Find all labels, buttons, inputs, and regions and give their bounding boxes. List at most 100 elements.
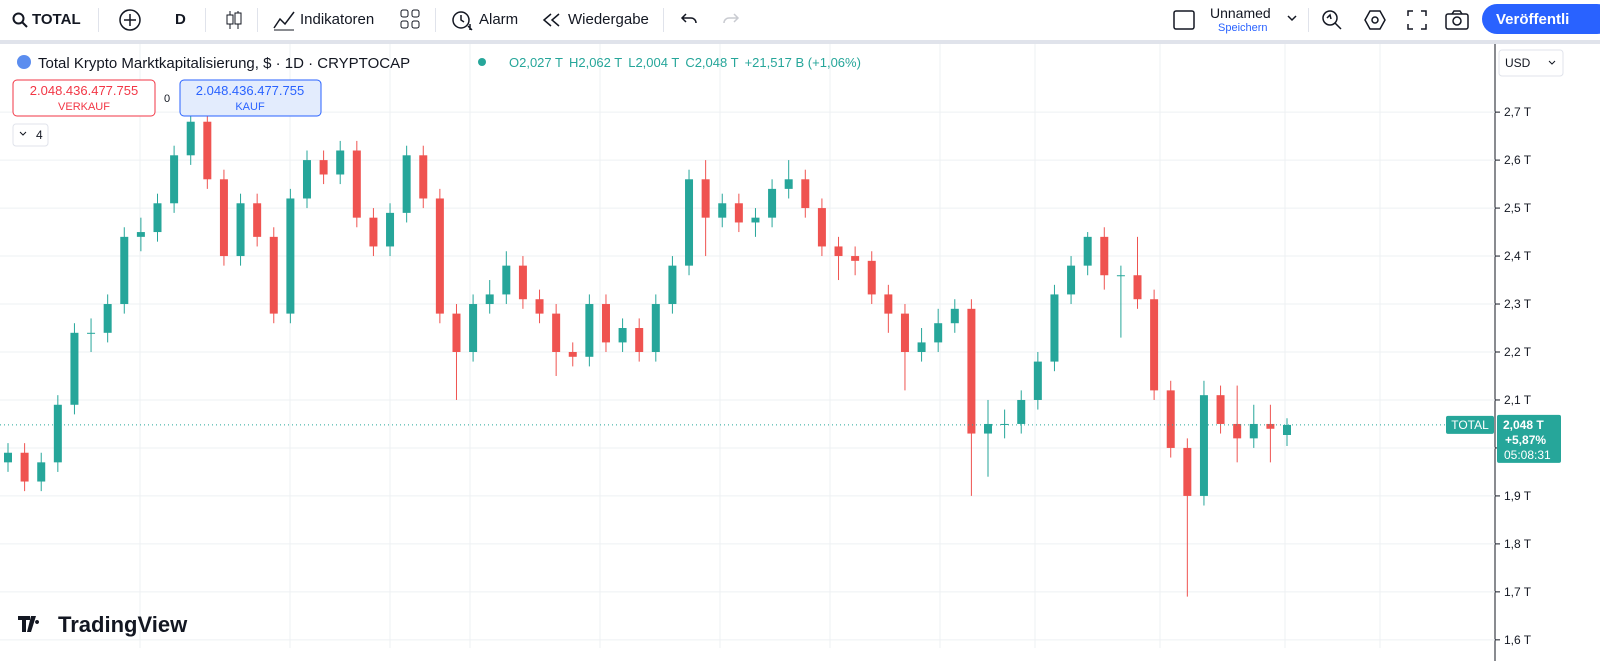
candle-body	[718, 203, 727, 218]
candle-body	[319, 160, 328, 175]
buy-label[interactable]: KAUF	[235, 101, 265, 113]
chevron	[19, 131, 27, 136]
chevron[interactable]	[1286, 14, 1298, 24]
candle-body	[186, 121, 195, 156]
candle-body	[535, 299, 544, 314]
candle-body	[867, 260, 876, 295]
indicators-count[interactable]: 4	[36, 128, 43, 142]
separator	[98, 8, 99, 32]
candle-body	[1050, 294, 1059, 362]
chart-bg	[0, 44, 1600, 661]
y-tick-label: 2,3 T	[1504, 297, 1532, 311]
candle-body	[917, 342, 926, 352]
publish-label[interactable]: Veröffentli	[1496, 11, 1570, 28]
legend-high: H2,062 T	[569, 55, 622, 70]
replay-icon[interactable]	[542, 12, 562, 28]
save-label[interactable]: Speichern	[1218, 22, 1268, 34]
publish-button[interactable]: Veröffentli	[1482, 4, 1600, 34]
candle-body	[1199, 395, 1208, 496]
y-tick-label: 2,1 T	[1504, 393, 1532, 407]
settings-icon[interactable]	[1363, 8, 1387, 32]
separator	[1308, 8, 1309, 32]
candle-body	[1183, 447, 1192, 496]
symbol[interactable]: TOTAL	[32, 11, 81, 28]
y-tick-label: 1,6 T	[1504, 633, 1532, 647]
y-tick-label: 1,8 T	[1504, 537, 1532, 551]
candle-body	[1083, 236, 1092, 266]
candle-body	[884, 294, 893, 314]
candle-body	[934, 323, 943, 343]
currency-select[interactable]	[1498, 49, 1564, 77]
search-icon[interactable]	[12, 12, 28, 28]
status-dot	[478, 58, 486, 66]
candle-body	[1067, 265, 1076, 295]
quick-search-icon[interactable]	[1320, 8, 1344, 32]
brand-logo	[18, 616, 40, 632]
fullscreen-icon[interactable]	[1405, 8, 1429, 32]
candle-body	[784, 179, 793, 189]
candle-body	[20, 452, 29, 482]
candle-body	[502, 265, 511, 295]
candle-body	[1100, 236, 1109, 276]
templates-icon[interactable]	[399, 8, 421, 30]
chart-type-icon[interactable]	[222, 8, 246, 32]
candle-body	[585, 304, 594, 357]
replay-button[interactable]: Wiedergabe	[568, 11, 649, 28]
candle-body	[851, 256, 860, 261]
chart: USD Total Krypto Marktkapitalisierung, $…	[0, 44, 1600, 661]
buy-price[interactable]: 2.048.436.477.755	[196, 83, 304, 98]
candle-body	[219, 179, 228, 257]
candle-body	[768, 188, 777, 218]
legend-change: +21,517 B (+1,06%)	[745, 55, 861, 70]
candle-body	[1017, 399, 1026, 424]
candle-body	[601, 304, 610, 343]
y-tick-label: 1,7 T	[1504, 585, 1532, 599]
separator	[257, 8, 258, 32]
alarm-button[interactable]: Alarm	[479, 11, 519, 28]
candle-body	[651, 304, 660, 352]
candle-body	[170, 155, 179, 204]
legend-open: O2,027 T	[509, 55, 563, 70]
interval[interactable]: D	[175, 11, 186, 28]
candle-body	[1033, 361, 1042, 400]
series-label: TOTAL	[1451, 418, 1489, 432]
candle-body	[1249, 423, 1258, 439]
candle-body	[4, 452, 12, 463]
candle-body	[635, 328, 644, 352]
countdown: 05:08:31	[1504, 448, 1551, 462]
candle-body	[950, 308, 959, 324]
add-symbol-icon[interactable]	[118, 8, 142, 32]
sell-price[interactable]: 2.048.436.477.755	[30, 83, 138, 98]
currency[interactable]: USD	[1505, 56, 1531, 70]
candle-body	[485, 294, 494, 305]
candle-body	[1283, 424, 1291, 435]
candle-body	[984, 423, 993, 434]
snapshot-icon[interactable]	[1444, 8, 1470, 32]
alarm-icon[interactable]	[450, 8, 474, 32]
toolbar: TOTAL D Indikatoren Alarm Wiedergabe Unn…	[0, 0, 1600, 44]
candle-body	[1216, 395, 1225, 424]
indicators-button[interactable]: Indikatoren	[300, 11, 375, 28]
redo-icon[interactable]	[722, 12, 740, 26]
layout-name[interactable]: Unnamed	[1210, 5, 1271, 21]
candle-body	[568, 351, 577, 357]
candle-body	[452, 313, 461, 352]
candle-body	[552, 313, 561, 352]
candle-body	[269, 236, 278, 314]
candle-body	[751, 217, 760, 223]
indicators-icon[interactable]	[272, 8, 296, 32]
candle-body	[685, 179, 694, 266]
last-price-box	[1497, 414, 1561, 463]
sell-label[interactable]: VERKAUF	[58, 101, 110, 113]
separator	[205, 8, 206, 32]
candle-body	[518, 265, 527, 300]
candle-body	[618, 328, 627, 343]
undo-icon[interactable]	[680, 12, 698, 26]
indicators-toggle[interactable]	[12, 123, 49, 147]
sell-button[interactable]	[12, 79, 156, 117]
buy-button[interactable]	[179, 79, 322, 117]
symbol-logo	[17, 55, 31, 69]
candle-body	[734, 203, 743, 223]
layout-icon[interactable]	[1172, 8, 1196, 32]
